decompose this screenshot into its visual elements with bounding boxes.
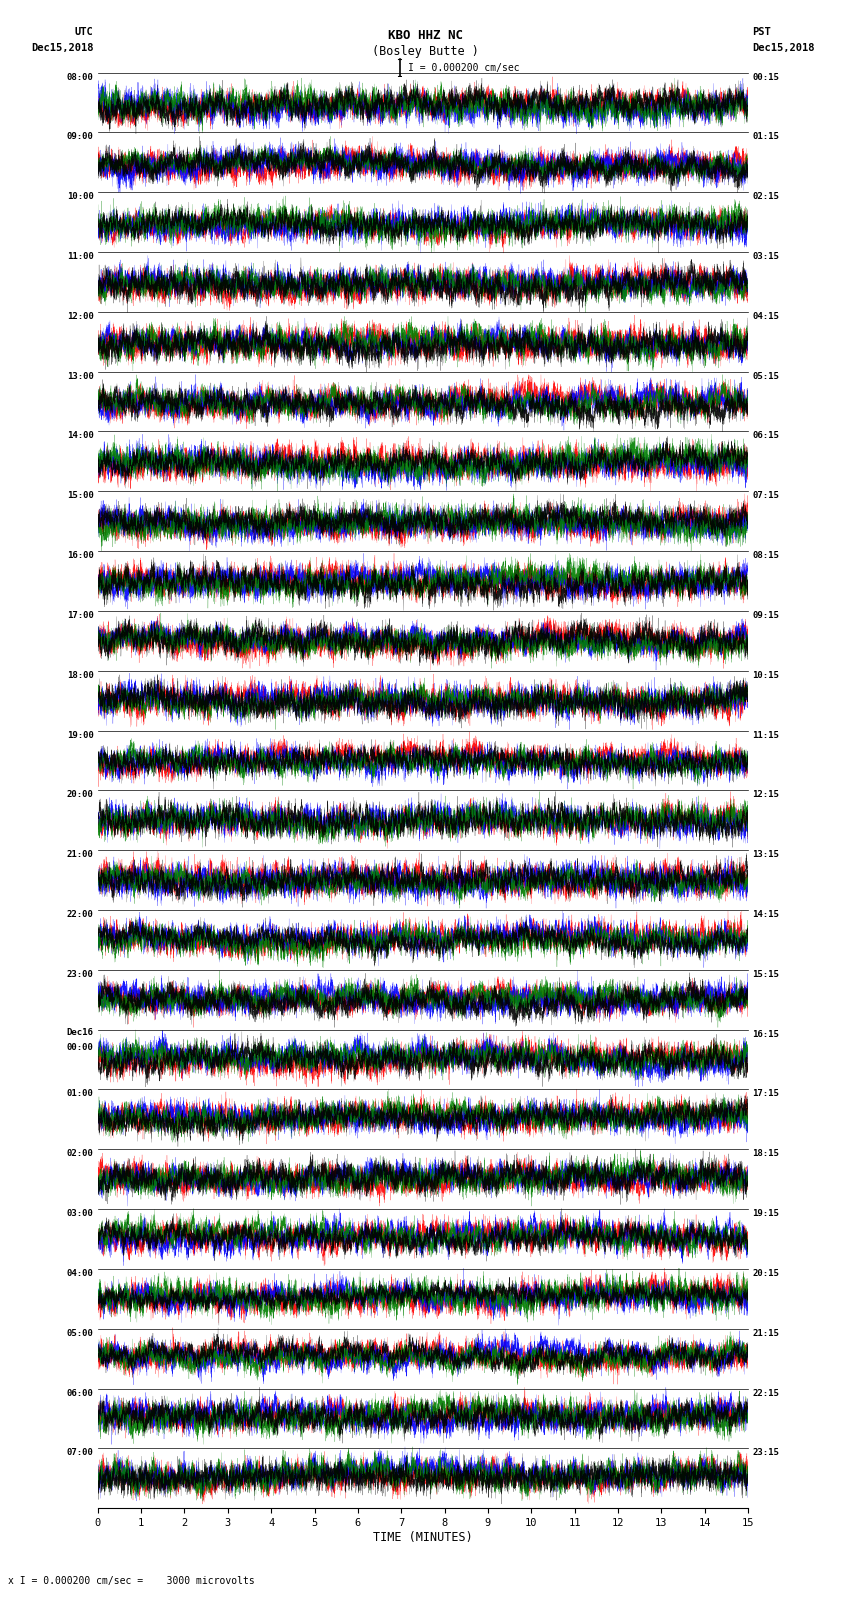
Text: 18:15: 18:15 — [752, 1148, 779, 1158]
Text: 12:15: 12:15 — [752, 790, 779, 800]
Text: 16:15: 16:15 — [752, 1029, 779, 1039]
Text: 11:15: 11:15 — [752, 731, 779, 739]
Text: 05:00: 05:00 — [66, 1329, 94, 1337]
Text: 17:15: 17:15 — [752, 1089, 779, 1098]
Text: (Bosley Butte ): (Bosley Butte ) — [371, 45, 479, 58]
Text: 09:00: 09:00 — [66, 132, 94, 142]
Text: 20:15: 20:15 — [752, 1269, 779, 1277]
Text: 10:00: 10:00 — [66, 192, 94, 202]
Text: 00:00: 00:00 — [66, 1042, 94, 1052]
Text: 14:00: 14:00 — [66, 432, 94, 440]
Text: Dec15,2018: Dec15,2018 — [752, 44, 815, 53]
Text: 23:15: 23:15 — [752, 1448, 779, 1457]
Text: 14:15: 14:15 — [752, 910, 779, 919]
Text: KBO HHZ NC: KBO HHZ NC — [388, 29, 462, 42]
Text: 17:00: 17:00 — [66, 611, 94, 619]
X-axis label: TIME (MINUTES): TIME (MINUTES) — [373, 1531, 473, 1544]
Text: 13:15: 13:15 — [752, 850, 779, 860]
Text: 19:15: 19:15 — [752, 1210, 779, 1218]
Text: 20:00: 20:00 — [66, 790, 94, 800]
Text: 22:00: 22:00 — [66, 910, 94, 919]
Text: Dec15,2018: Dec15,2018 — [31, 44, 94, 53]
Text: 01:15: 01:15 — [752, 132, 779, 142]
Text: 02:15: 02:15 — [752, 192, 779, 202]
Text: 07:00: 07:00 — [66, 1448, 94, 1457]
Text: 11:00: 11:00 — [66, 252, 94, 261]
Text: 08:15: 08:15 — [752, 552, 779, 560]
Text: I = 0.000200 cm/sec: I = 0.000200 cm/sec — [408, 63, 519, 73]
Text: 13:00: 13:00 — [66, 371, 94, 381]
Text: 22:15: 22:15 — [752, 1389, 779, 1397]
Text: 18:00: 18:00 — [66, 671, 94, 679]
Text: 15:15: 15:15 — [752, 969, 779, 979]
Text: 23:00: 23:00 — [66, 969, 94, 979]
Text: 09:15: 09:15 — [752, 611, 779, 619]
Text: 04:15: 04:15 — [752, 311, 779, 321]
Text: x I = 0.000200 cm/sec =    3000 microvolts: x I = 0.000200 cm/sec = 3000 microvolts — [8, 1576, 255, 1586]
Text: 07:15: 07:15 — [752, 492, 779, 500]
Text: Dec16: Dec16 — [66, 1027, 94, 1037]
Text: 08:00: 08:00 — [66, 73, 94, 82]
Text: 06:00: 06:00 — [66, 1389, 94, 1397]
Text: 05:15: 05:15 — [752, 371, 779, 381]
Text: 19:00: 19:00 — [66, 731, 94, 739]
Text: 16:00: 16:00 — [66, 552, 94, 560]
Text: 12:00: 12:00 — [66, 311, 94, 321]
Text: 06:15: 06:15 — [752, 432, 779, 440]
Text: UTC: UTC — [75, 27, 94, 37]
Text: 10:15: 10:15 — [752, 671, 779, 679]
Text: 02:00: 02:00 — [66, 1148, 94, 1158]
Text: 21:00: 21:00 — [66, 850, 94, 860]
Text: PST: PST — [752, 27, 771, 37]
Text: 15:00: 15:00 — [66, 492, 94, 500]
Text: 01:00: 01:00 — [66, 1089, 94, 1098]
Text: 21:15: 21:15 — [752, 1329, 779, 1337]
Text: 03:15: 03:15 — [752, 252, 779, 261]
Text: 04:00: 04:00 — [66, 1269, 94, 1277]
Text: 03:00: 03:00 — [66, 1210, 94, 1218]
Text: 00:15: 00:15 — [752, 73, 779, 82]
